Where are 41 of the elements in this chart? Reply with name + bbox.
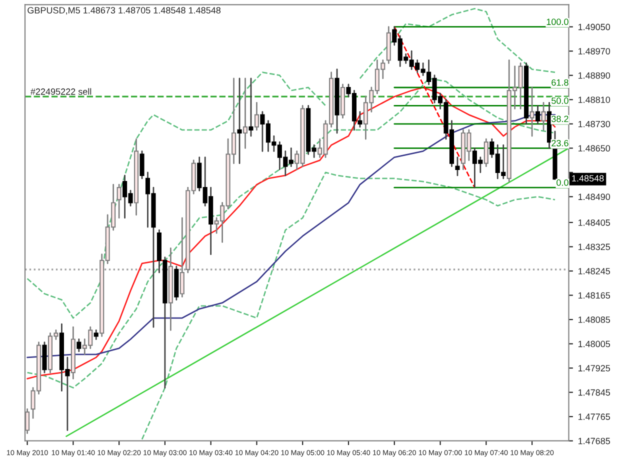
line-series [141, 172, 556, 440]
y-tick-label: 1.48970 [578, 48, 610, 54]
candlestick [455, 156, 460, 176]
series-label: 50.0 [552, 98, 568, 104]
y-tick-label: 1.47925 [578, 365, 610, 372]
series-label: 0.0 [556, 179, 568, 186]
y-tick-label: 1.48165 [578, 292, 610, 299]
candlestick [242, 78, 248, 149]
series-label: 38.2 [552, 116, 568, 122]
y-tick-label: 1.48085 [578, 316, 610, 323]
series-label: 61.8 [552, 79, 568, 86]
series-label: 100.0 [546, 18, 568, 26]
y-tick-label: 1.48890 [578, 72, 610, 79]
y-tick-label: 1.48005 [578, 340, 610, 348]
y-tick-label: 1.47685 [578, 438, 610, 444]
candlestick [94, 329, 98, 340]
y-tick-label: 1.47845 [578, 389, 610, 396]
y-tick-label: 1.48325 [578, 244, 610, 250]
annotation: 1.48548 [572, 175, 604, 182]
candlestick [254, 102, 259, 131]
candlestick [76, 338, 82, 352]
ref-line-label: #22495222 sell [30, 88, 92, 95]
y-tick-label: 1.48245 [578, 268, 610, 274]
y-tick-label: 1.48730 [578, 120, 610, 128]
y-tick-label: 1.48810 [578, 96, 610, 103]
chart-title: GBPUSD,M5 1.48673 1.48705 1.48548 1.48548 [28, 7, 221, 15]
series-label: 23.6 [552, 140, 568, 146]
candlestick [116, 184, 122, 219]
y-tick-label: 1.49050 [578, 24, 610, 30]
candlestick [140, 150, 144, 180]
candlestick [530, 86, 534, 137]
candlestick [484, 138, 488, 168]
y-tick-label: 1.48405 [578, 219, 610, 226]
candlestick [237, 78, 242, 164]
y-tick-label: 1.48650 [578, 145, 610, 152]
candlestick [248, 78, 254, 137]
candlestick [541, 102, 546, 131]
candlestick [536, 105, 540, 125]
candlestick [180, 217, 184, 298]
y-tick-label: 1.48490 [578, 194, 610, 200]
y-tick-label: 1.47765 [578, 414, 610, 420]
